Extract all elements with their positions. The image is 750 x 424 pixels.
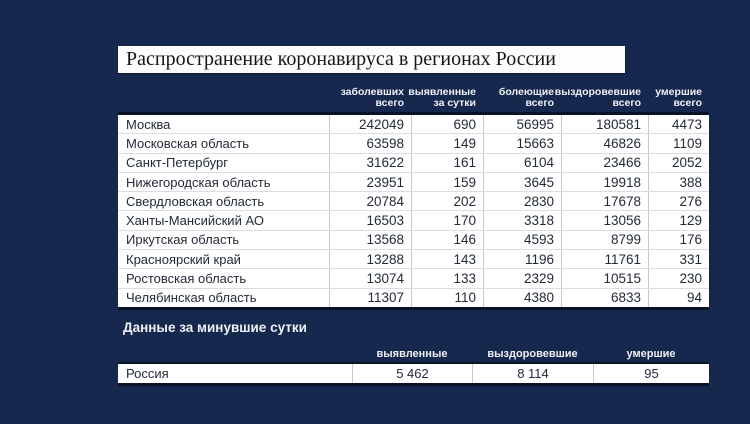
regions-table-body: Москва 242049 690 56995 180581 4473 Моск… bbox=[118, 112, 709, 310]
cell-active-total: 2830 bbox=[483, 192, 561, 211]
table-row: Ханты-Мансийский АО 16503 170 3318 13056… bbox=[118, 210, 709, 230]
table-row: Свердловская область 20784 202 2830 1767… bbox=[118, 191, 709, 211]
region-name: Челябинская область bbox=[126, 290, 257, 306]
cell-infected-total: 11307 bbox=[329, 288, 411, 307]
column-header-recovered-total: выздоровевшие всего bbox=[554, 86, 641, 109]
cell-active-total: 4593 bbox=[483, 230, 561, 250]
table-row: Красноярский край 13288 143 1196 11761 3… bbox=[118, 249, 709, 269]
region-name: Москва bbox=[126, 116, 171, 132]
cell-infected-total: 13074 bbox=[329, 269, 411, 288]
cell-infected-total: 13568 bbox=[329, 230, 411, 250]
regions-table-header: заболевших всего выявленные за сутки бол… bbox=[118, 85, 709, 112]
region-name: Московская область bbox=[126, 135, 250, 151]
cell-infected-total: 13288 bbox=[329, 250, 411, 269]
column-header-active-total: болеющие всего bbox=[498, 86, 554, 109]
region-name: Красноярский край bbox=[126, 251, 241, 267]
table-row: Ростовская область 13074 133 2329 10515 … bbox=[118, 268, 709, 288]
country-name: Россия bbox=[126, 366, 169, 381]
table-row: Москва 242049 690 56995 180581 4473 bbox=[118, 115, 709, 134]
cell-recovered-total: 180581 bbox=[561, 115, 648, 134]
daily-column-header-new: выявленные bbox=[376, 348, 448, 360]
cell-active-total: 15663 bbox=[483, 134, 561, 153]
cell-deaths-total: 388 bbox=[648, 172, 709, 192]
cell-new-per-day: 690 bbox=[411, 115, 483, 134]
page-title-text: Распространение коронавируса в регионах … bbox=[126, 48, 556, 70]
cell-active-total: 4380 bbox=[483, 288, 561, 307]
cell-recovered-total: 10515 bbox=[561, 269, 648, 288]
region-name: Санкт-Петербург bbox=[126, 155, 228, 171]
cell-recovered-total: 23466 bbox=[561, 153, 648, 172]
cell-recovered-total: 46826 bbox=[561, 134, 648, 153]
cell-recovered-total: 19918 bbox=[561, 172, 648, 192]
cell-new-per-day: 161 bbox=[411, 153, 483, 172]
daily-column-header-spacer bbox=[118, 344, 352, 362]
cell-new-per-day: 149 bbox=[411, 134, 483, 153]
cell-infected-total: 31622 bbox=[329, 153, 411, 172]
cell-deaths-total: 331 bbox=[648, 250, 709, 269]
cell-active-total: 1196 bbox=[483, 250, 561, 269]
cell-recovered-total: 13056 bbox=[561, 211, 648, 230]
cell-new-per-day: 159 bbox=[411, 172, 483, 192]
cell-recovered-total: 6833 bbox=[561, 288, 648, 307]
region-name: Ханты-Мансийский АО bbox=[126, 213, 264, 229]
cell-new-per-day: 143 bbox=[411, 250, 483, 269]
table-row: Нижегородская область 23951 159 3645 199… bbox=[118, 171, 709, 192]
cell-deaths-total: 276 bbox=[648, 192, 709, 211]
daily-column-header-recovered: выздоровевшие bbox=[487, 348, 578, 360]
cell-active-total: 6104 bbox=[483, 153, 561, 172]
daily-table: выявленные выздоровевшие умершие Россия … bbox=[118, 344, 709, 386]
cell-deaths-total: 1109 bbox=[648, 134, 709, 153]
cell-new-per-day: 146 bbox=[411, 230, 483, 250]
cell-new-per-day: 202 bbox=[411, 192, 483, 211]
cell-new-per-day: 110 bbox=[411, 288, 483, 307]
daily-table-header: выявленные выздоровевшие умершие bbox=[118, 344, 709, 362]
cell-daily-recovered: 8 114 bbox=[472, 364, 593, 383]
column-header-new-per-day: выявленные за сутки bbox=[408, 86, 476, 109]
cell-new-per-day: 133 bbox=[411, 269, 483, 288]
cell-deaths-total: 4473 bbox=[648, 115, 709, 134]
daily-section-heading: Данные за минувшие сутки bbox=[123, 320, 307, 335]
daily-row-russia: Россия 5 462 8 114 95 bbox=[118, 362, 709, 386]
cell-recovered-total: 8799 bbox=[561, 230, 648, 250]
cell-active-total: 2329 bbox=[483, 269, 561, 288]
cell-new-per-day: 170 bbox=[411, 211, 483, 230]
column-header-infected-total: заболевших всего bbox=[340, 86, 404, 109]
region-name: Иркутская область bbox=[126, 232, 240, 248]
column-header-region-spacer bbox=[118, 85, 329, 112]
cell-daily-deaths: 95 bbox=[593, 364, 709, 383]
table-row: Московская область 63598 149 15663 46826… bbox=[118, 133, 709, 153]
cell-infected-total: 16503 bbox=[329, 211, 411, 230]
cell-deaths-total: 176 bbox=[648, 230, 709, 250]
cell-deaths-total: 230 bbox=[648, 269, 709, 288]
region-name: Нижегородская область bbox=[126, 174, 271, 190]
page-title: Распространение коронавируса в регионах … bbox=[118, 46, 625, 73]
cell-infected-total: 20784 bbox=[329, 192, 411, 211]
cell-infected-total: 242049 bbox=[329, 115, 411, 134]
cell-active-total: 3318 bbox=[483, 211, 561, 230]
cell-deaths-total: 94 bbox=[648, 288, 709, 307]
cell-deaths-total: 129 bbox=[648, 211, 709, 230]
regions-table: заболевших всего выявленные за сутки бол… bbox=[118, 85, 709, 310]
table-row: Челябинская область 11307 110 4380 6833 … bbox=[118, 287, 709, 307]
column-header-deaths-total: умершие всего bbox=[655, 86, 702, 109]
region-name: Свердловская область bbox=[126, 193, 265, 209]
cell-active-total: 56995 bbox=[483, 115, 561, 134]
cell-infected-total: 23951 bbox=[329, 172, 411, 192]
table-row: Санкт-Петербург 31622 161 6104 23466 205… bbox=[118, 152, 709, 172]
cell-active-total: 3645 bbox=[483, 172, 561, 192]
cell-daily-new: 5 462 bbox=[352, 364, 472, 383]
region-name: Ростовская область bbox=[126, 271, 247, 287]
cell-recovered-total: 17678 bbox=[561, 192, 648, 211]
table-row: Иркутская область 13568 146 4593 8799 17… bbox=[118, 229, 709, 250]
cell-recovered-total: 11761 bbox=[561, 250, 648, 269]
cell-infected-total: 63598 bbox=[329, 134, 411, 153]
cell-deaths-total: 2052 bbox=[648, 153, 709, 172]
daily-column-header-deaths: умершие bbox=[626, 348, 676, 360]
